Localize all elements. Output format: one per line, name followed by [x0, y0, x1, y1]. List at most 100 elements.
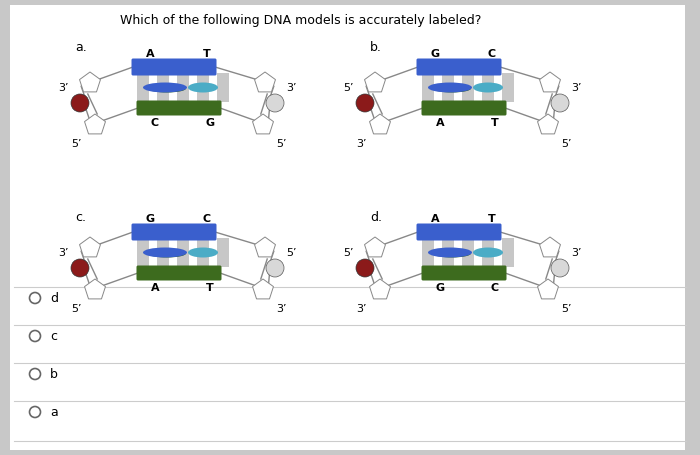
- FancyBboxPatch shape: [136, 266, 221, 281]
- Bar: [217, 74, 229, 103]
- Text: A: A: [150, 283, 160, 293]
- Circle shape: [29, 407, 41, 418]
- Ellipse shape: [473, 248, 503, 258]
- Bar: [422, 74, 434, 103]
- Bar: [137, 238, 149, 268]
- Polygon shape: [255, 238, 276, 258]
- Bar: [157, 238, 169, 268]
- FancyBboxPatch shape: [132, 224, 216, 241]
- Bar: [197, 74, 209, 103]
- Polygon shape: [255, 73, 276, 93]
- Text: T: T: [488, 213, 496, 223]
- Circle shape: [71, 259, 89, 278]
- Polygon shape: [85, 115, 106, 135]
- Polygon shape: [253, 279, 274, 299]
- Polygon shape: [540, 238, 561, 258]
- Circle shape: [551, 95, 569, 113]
- Ellipse shape: [143, 248, 187, 258]
- Text: G: G: [430, 49, 440, 59]
- Ellipse shape: [433, 250, 471, 258]
- FancyBboxPatch shape: [132, 59, 216, 76]
- Circle shape: [29, 369, 41, 379]
- FancyBboxPatch shape: [136, 101, 221, 116]
- Text: G: G: [146, 213, 155, 223]
- Bar: [462, 238, 474, 268]
- Text: 3’: 3’: [276, 303, 286, 313]
- Circle shape: [29, 331, 41, 342]
- FancyBboxPatch shape: [421, 266, 507, 281]
- Text: 3’: 3’: [356, 303, 367, 313]
- Polygon shape: [365, 73, 386, 93]
- FancyBboxPatch shape: [416, 224, 501, 241]
- Text: 3’: 3’: [286, 83, 297, 93]
- Text: b: b: [50, 368, 58, 381]
- Bar: [137, 74, 149, 103]
- Polygon shape: [538, 279, 559, 299]
- Bar: [177, 238, 189, 268]
- Polygon shape: [85, 279, 106, 299]
- Text: A: A: [430, 213, 440, 223]
- Polygon shape: [540, 73, 561, 93]
- Text: c: c: [50, 330, 57, 343]
- Ellipse shape: [480, 249, 500, 257]
- Polygon shape: [365, 238, 386, 258]
- Text: 3’: 3’: [356, 139, 367, 149]
- Text: G: G: [205, 118, 215, 128]
- Bar: [462, 74, 474, 103]
- Text: 3’: 3’: [59, 83, 69, 93]
- Ellipse shape: [480, 84, 500, 92]
- Polygon shape: [80, 73, 101, 93]
- Bar: [482, 74, 494, 103]
- Ellipse shape: [188, 83, 218, 93]
- Bar: [482, 238, 494, 268]
- Text: G: G: [435, 283, 444, 293]
- Text: 5’: 5’: [71, 139, 82, 149]
- Text: d: d: [50, 292, 58, 305]
- Text: 5’: 5’: [561, 303, 571, 313]
- Text: c.: c.: [75, 211, 86, 223]
- Ellipse shape: [428, 248, 472, 258]
- FancyBboxPatch shape: [421, 101, 507, 116]
- Bar: [217, 238, 229, 268]
- Bar: [502, 238, 514, 268]
- Text: T: T: [206, 283, 214, 293]
- Text: C: C: [488, 49, 496, 59]
- Text: 5’: 5’: [286, 248, 297, 258]
- Circle shape: [356, 259, 374, 278]
- Bar: [502, 74, 514, 103]
- Text: T: T: [491, 118, 499, 128]
- Polygon shape: [253, 115, 274, 135]
- Bar: [442, 238, 454, 268]
- Circle shape: [71, 95, 89, 113]
- Ellipse shape: [428, 83, 472, 93]
- Ellipse shape: [188, 248, 218, 258]
- Bar: [177, 74, 189, 103]
- Ellipse shape: [148, 250, 186, 258]
- FancyBboxPatch shape: [416, 59, 501, 76]
- Text: 3’: 3’: [59, 248, 69, 258]
- Text: A: A: [435, 118, 444, 128]
- Text: a.: a.: [75, 41, 87, 54]
- Ellipse shape: [195, 249, 215, 257]
- Text: b.: b.: [370, 41, 382, 54]
- Text: 5’: 5’: [344, 83, 354, 93]
- Text: d.: d.: [370, 211, 382, 223]
- Bar: [422, 238, 434, 268]
- Circle shape: [266, 95, 284, 113]
- Polygon shape: [370, 279, 391, 299]
- Text: a: a: [50, 405, 57, 419]
- Text: 5’: 5’: [344, 248, 354, 258]
- Polygon shape: [538, 115, 559, 135]
- Text: 5’: 5’: [71, 303, 82, 313]
- Polygon shape: [80, 238, 101, 258]
- Text: Which of the following DNA models is accurately labeled?: Which of the following DNA models is acc…: [120, 14, 482, 27]
- Polygon shape: [370, 115, 391, 135]
- Ellipse shape: [473, 83, 503, 93]
- Circle shape: [29, 293, 41, 304]
- Ellipse shape: [433, 86, 471, 93]
- Circle shape: [551, 259, 569, 278]
- Bar: [197, 238, 209, 268]
- Ellipse shape: [143, 83, 187, 93]
- Text: 5’: 5’: [276, 139, 286, 149]
- Text: C: C: [491, 283, 499, 293]
